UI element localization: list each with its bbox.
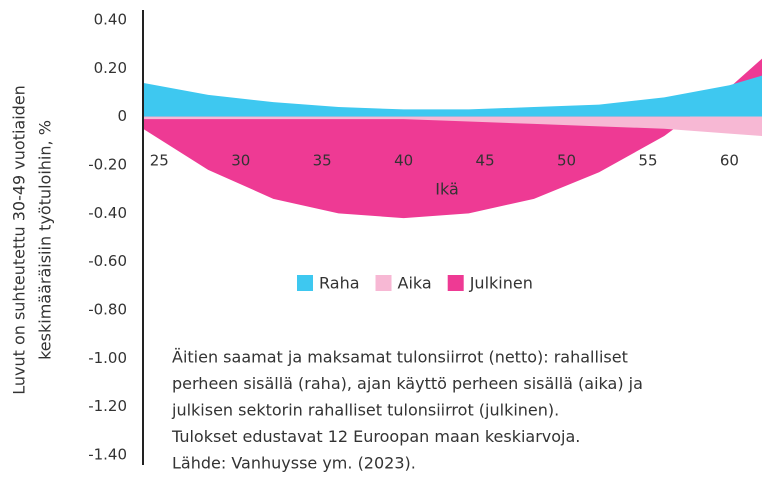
y-tick-label: -1.20: [88, 397, 127, 415]
y-tick-label: -0.80: [88, 301, 127, 319]
legend-label: Julkinen: [469, 274, 533, 293]
y-tick-label: -0.20: [88, 156, 127, 174]
y-tick-label: 0.20: [94, 59, 127, 77]
y-tick-label: -1.40: [88, 446, 127, 464]
y-axis-label: Luvut on suhteutettu 30-49 vuotiaiden: [10, 85, 29, 395]
area: [143, 116, 762, 136]
x-axis-label: Ikä: [435, 180, 459, 199]
y-tick-label: -1.00: [88, 349, 127, 367]
y-tick-label: 0.40: [94, 11, 127, 29]
note-line: Tulokset edustavat 12 Euroopan maan kesk…: [171, 427, 580, 446]
x-tick-label: 60: [720, 152, 739, 170]
legend-label: Aika: [398, 274, 432, 293]
y-tick-label: -0.60: [88, 252, 127, 270]
legend-label: Raha: [319, 274, 360, 293]
x-tick-label: 50: [557, 152, 576, 170]
x-tick-label: 35: [313, 152, 332, 170]
note-line: perheen sisällä (raha), ajan käyttö perh…: [172, 374, 643, 393]
legend-swatch: [297, 275, 313, 291]
plot-area: [143, 58, 762, 219]
x-tick-label: 55: [638, 152, 657, 170]
x-tick-label: 40: [394, 152, 413, 170]
note-line: Äitien saamat ja maksamat tulonsiirrot (…: [172, 348, 628, 367]
legend-swatch: [375, 275, 392, 291]
y-tick-label: 0: [117, 107, 127, 125]
x-tick-label: 45: [476, 152, 495, 170]
note-line: Lähde: Vanhuysse ym. (2023).: [172, 454, 416, 473]
note-line: julkisen sektorin rahalliset tulonsiirro…: [171, 401, 559, 420]
legend-swatch: [447, 275, 464, 291]
x-tick-label: 25: [150, 152, 169, 170]
area: [143, 58, 762, 219]
y-tick-label: -0.40: [88, 204, 127, 222]
x-tick-label: 30: [231, 152, 250, 170]
y-axis-label: keskimääräisiin työtuloihin, %: [36, 120, 55, 360]
area: [143, 75, 762, 117]
